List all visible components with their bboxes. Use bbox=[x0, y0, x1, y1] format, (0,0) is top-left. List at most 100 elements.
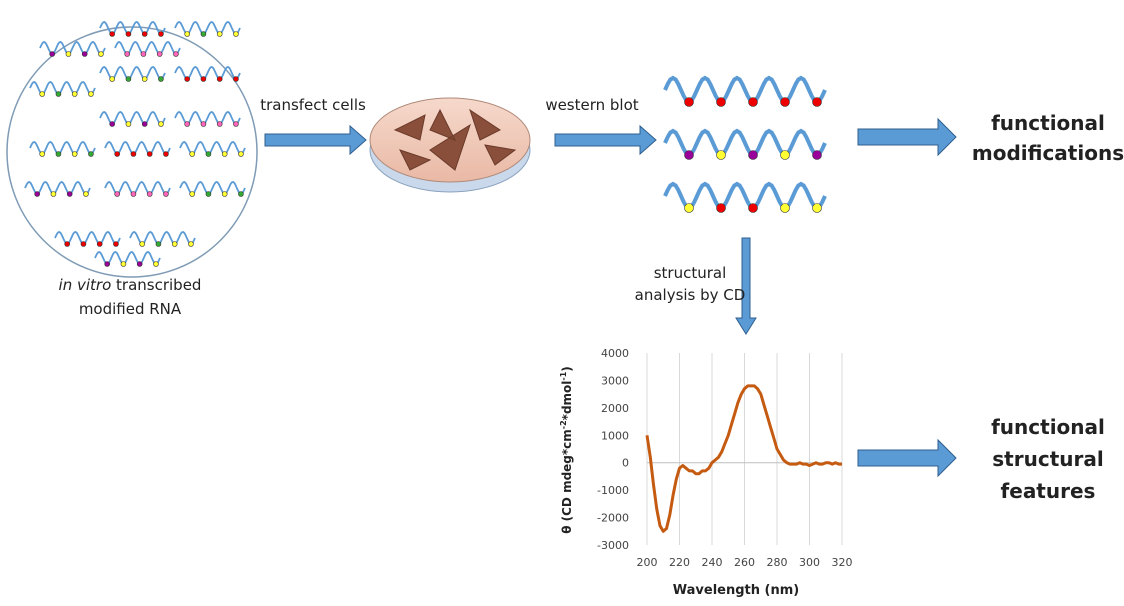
modification bbox=[684, 150, 694, 160]
cd-chart: Wavelength (nm) θ (CD mdeg*cm-2*dmol-1) … bbox=[559, 347, 853, 598]
modification bbox=[140, 51, 147, 57]
modification bbox=[146, 151, 153, 157]
outcome: functional bbox=[991, 415, 1105, 439]
modification bbox=[158, 31, 164, 37]
modification bbox=[124, 51, 130, 57]
modification bbox=[141, 76, 148, 82]
modification bbox=[125, 31, 132, 37]
modification bbox=[136, 261, 143, 267]
x-tick-label: 320 bbox=[832, 556, 853, 569]
modification bbox=[221, 151, 228, 157]
modification bbox=[64, 241, 70, 247]
modification bbox=[748, 203, 758, 213]
modification bbox=[184, 76, 190, 82]
modification bbox=[130, 191, 137, 197]
modification bbox=[66, 191, 73, 197]
modification bbox=[114, 191, 120, 197]
y-label-part: θ (CD mdeg*cm bbox=[560, 429, 574, 534]
modification bbox=[716, 97, 726, 107]
outcome: structural bbox=[992, 447, 1103, 471]
modification bbox=[155, 241, 162, 247]
modification bbox=[141, 31, 148, 37]
modification bbox=[716, 150, 726, 160]
modification bbox=[96, 241, 103, 247]
y-tick-label: 1000 bbox=[601, 429, 629, 442]
modification bbox=[189, 151, 195, 157]
x-tick-label: 220 bbox=[669, 556, 690, 569]
x-tick-label: 200 bbox=[637, 556, 658, 569]
modification bbox=[71, 151, 78, 157]
y-tick-label: -3000 bbox=[597, 539, 629, 552]
modification bbox=[50, 191, 57, 197]
modification bbox=[716, 203, 726, 213]
modification bbox=[233, 31, 239, 37]
modification bbox=[233, 121, 239, 127]
modification bbox=[238, 151, 244, 157]
y-label-part: -1 bbox=[559, 371, 568, 380]
y-label-part: -2 bbox=[559, 420, 568, 429]
modification bbox=[81, 51, 88, 57]
arrows bbox=[264, 117, 957, 478]
modification bbox=[780, 203, 790, 213]
modification bbox=[748, 97, 758, 107]
x-tick-label: 260 bbox=[734, 556, 755, 569]
modification bbox=[216, 76, 223, 82]
modification bbox=[83, 191, 89, 197]
modification bbox=[71, 91, 78, 97]
y-label-part: ) bbox=[560, 366, 574, 371]
modification bbox=[34, 191, 40, 197]
modification bbox=[39, 91, 45, 97]
modification bbox=[120, 261, 127, 267]
x-axis-label: Wavelength (nm) bbox=[673, 583, 799, 598]
modification bbox=[200, 76, 207, 82]
modification bbox=[205, 151, 212, 157]
modification bbox=[109, 31, 115, 37]
modification bbox=[173, 51, 179, 57]
y-axis-label: θ (CD mdeg*cm-2*dmol-1) bbox=[559, 366, 574, 534]
petri-dish bbox=[369, 97, 531, 193]
modification bbox=[233, 76, 239, 82]
modification bbox=[238, 191, 244, 197]
modification bbox=[216, 121, 223, 127]
modification bbox=[156, 51, 163, 57]
modification bbox=[184, 31, 190, 37]
step-label: western blot bbox=[545, 96, 638, 114]
y-tick-label: 3000 bbox=[601, 374, 629, 387]
caption-part: transcribed bbox=[111, 276, 201, 294]
modification bbox=[184, 121, 190, 127]
x-tick-label: 240 bbox=[702, 556, 723, 569]
modification bbox=[130, 151, 137, 157]
modification bbox=[163, 191, 169, 197]
modification bbox=[780, 150, 790, 160]
step-label: structural bbox=[654, 264, 727, 282]
modification bbox=[171, 241, 178, 247]
modification bbox=[684, 97, 694, 107]
modification bbox=[780, 97, 790, 107]
decorations bbox=[24, 21, 827, 267]
modification bbox=[158, 121, 164, 127]
modification bbox=[80, 241, 87, 247]
modification bbox=[125, 76, 132, 82]
modification bbox=[88, 151, 94, 157]
modification bbox=[113, 241, 119, 247]
y-tick-label: 4000 bbox=[601, 347, 629, 360]
caption: modified RNA bbox=[79, 300, 182, 318]
modification bbox=[109, 76, 115, 82]
step-label: transfect cells bbox=[260, 96, 366, 114]
modification bbox=[125, 121, 132, 127]
caption-part: in vitro bbox=[59, 276, 112, 294]
caption: in vitro transcribed bbox=[59, 276, 202, 294]
modification bbox=[153, 261, 159, 267]
y-tick-label: -2000 bbox=[597, 512, 629, 525]
modification bbox=[812, 150, 822, 160]
modification bbox=[216, 31, 223, 37]
modification bbox=[55, 91, 62, 97]
modification bbox=[163, 151, 169, 157]
modification bbox=[98, 51, 104, 57]
modification bbox=[221, 191, 228, 197]
modification bbox=[109, 121, 115, 127]
modification bbox=[158, 76, 164, 82]
modification bbox=[205, 191, 212, 197]
outcome: functional bbox=[991, 111, 1105, 135]
